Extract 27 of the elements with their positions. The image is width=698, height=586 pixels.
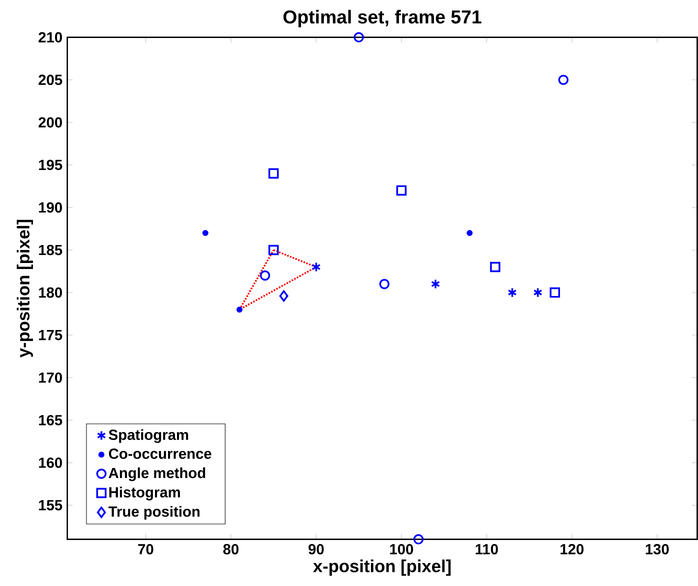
- y-tick-label: 195: [39, 160, 62, 170]
- legend-label: Spatiogram: [108, 429, 188, 443]
- y-tick-label: 170: [39, 372, 62, 383]
- y-tick-label: 200: [38, 117, 62, 128]
- legend-label: Angle method: [108, 467, 206, 482]
- x-axis-title: x-position [pixel]: [313, 560, 451, 576]
- y-axis-title: y-position [pixel]: [16, 220, 33, 358]
- y-tick-label: 185: [39, 244, 62, 256]
- x-tick-label: 130: [646, 544, 669, 554]
- x-tick-label: 70: [138, 544, 154, 554]
- y-tick-label: 210: [38, 32, 62, 42]
- x-tick-label: 110: [476, 544, 498, 554]
- x-tick-label: 100: [390, 544, 414, 554]
- y-tick-label: 190: [39, 202, 62, 213]
- y-tick-label: 165: [39, 415, 62, 426]
- y-tick-label: 155: [39, 500, 62, 510]
- legend-label: Histogram: [109, 486, 180, 500]
- y-tick-label: 160: [39, 458, 62, 468]
- legend-label: True position: [108, 506, 200, 520]
- y-tick-label: 180: [39, 287, 62, 298]
- y-tick-label: 175: [39, 330, 62, 340]
- x-tick-label: 90: [308, 544, 324, 554]
- chart-title: Optimal set, frame 571: [283, 10, 482, 28]
- y-tick-label: 205: [38, 74, 62, 86]
- x-tick-label: 120: [560, 544, 584, 554]
- x-tick-label: 80: [223, 544, 238, 554]
- legend-label: Co-occurrence: [108, 448, 212, 459]
